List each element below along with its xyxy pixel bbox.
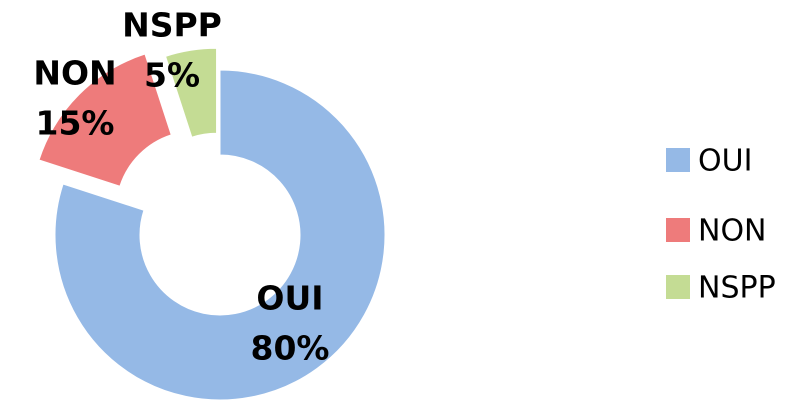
legend-swatch xyxy=(666,218,690,242)
segment-value-label: 15% xyxy=(36,104,115,143)
legend-label: NON xyxy=(698,214,767,249)
segment-category-label: NON xyxy=(33,54,116,93)
segment-category-label: OUI xyxy=(256,279,323,318)
legend-label: OUI xyxy=(698,144,752,179)
donut-segment xyxy=(164,47,218,138)
legend-swatch xyxy=(666,148,690,172)
legend-swatch xyxy=(666,275,690,299)
legend-label: NSPP xyxy=(698,271,776,306)
donut-segment xyxy=(54,69,386,401)
segment-value-label: 80% xyxy=(251,329,330,368)
segment-category-label: NSPP xyxy=(122,6,222,45)
segment-value-label: 5% xyxy=(144,56,200,95)
donut-segment xyxy=(38,53,172,187)
